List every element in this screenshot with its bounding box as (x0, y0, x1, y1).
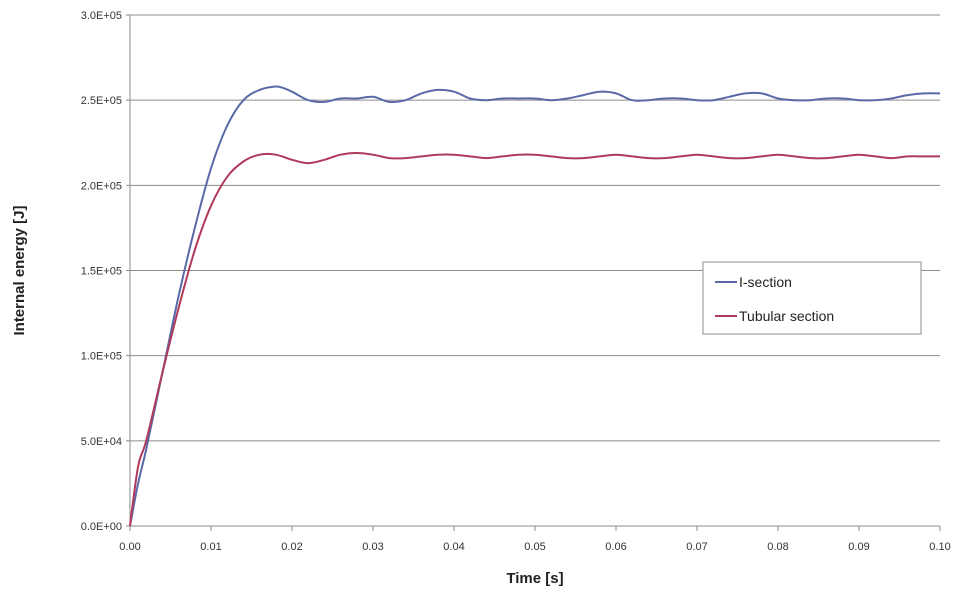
x-tick-label: 0.02 (281, 541, 302, 553)
y-tick-label: 1.5E+05 (81, 266, 122, 278)
x-tick-labels: 0.00 0.01 0.02 0.03 0.04 0.05 0.06 0.07 0.08 0.09… (119, 541, 950, 553)
x-tick-label: 0.08 (767, 541, 788, 553)
x-tick-label: 0.01 (200, 541, 221, 553)
x-axis-title: Time [s] (506, 570, 563, 587)
y-tick-label: 5.0E+04 (81, 436, 122, 448)
y-tick-label: 2.5E+05 (81, 95, 122, 107)
y-tick-label: 3.0E+05 (81, 10, 122, 22)
x-tick-label: 0.05 (524, 541, 545, 553)
x-tick-label: 0.06 (605, 541, 626, 553)
y-tick-label: 1.0E+05 (81, 351, 122, 363)
legend-label-tubular-section: Tubular section (739, 308, 834, 324)
axes (129, 15, 940, 527)
series-line-tubular-section (129, 151, 940, 527)
x-tick-label: 0.04 (443, 541, 464, 553)
x-tick-label: 0.00 (119, 541, 140, 553)
x-tick-label: 0.10 (929, 541, 950, 553)
series-lines (129, 85, 941, 527)
y-tick-label: 0.0E+00 (81, 521, 122, 533)
legend-label-i-section: I-section (739, 274, 792, 290)
x-tick-label: 0.07 (686, 541, 707, 553)
series-line-i-section (129, 85, 941, 527)
x-tick-label: 0.09 (848, 541, 869, 553)
y-axis-title: Internal energy [J] (11, 205, 28, 335)
x-tick-label: 0.03 (362, 541, 383, 553)
legend-box (702, 261, 922, 335)
legend: I-section Tubular section (702, 261, 922, 335)
y-tick-labels: 0.0E+00 5.0E+04 1.0E+05 1.5E+05 2.0E+05 2.5E+… (81, 10, 122, 533)
y-tick-label: 2.0E+05 (81, 180, 122, 192)
